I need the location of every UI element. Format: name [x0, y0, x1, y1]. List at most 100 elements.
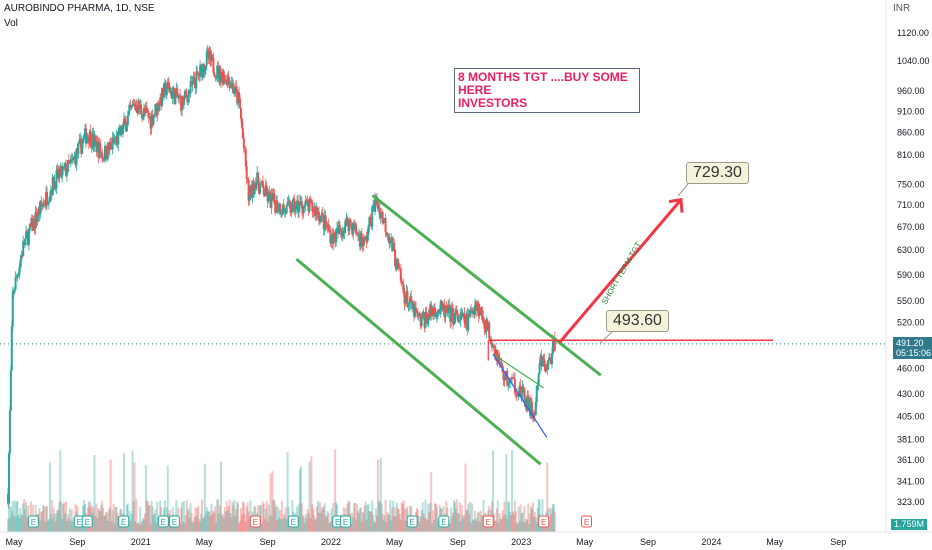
volume-bar [21, 515, 24, 532]
candle-body [81, 143, 84, 154]
volume-bar [395, 516, 398, 532]
candle-body [333, 233, 336, 235]
candle-body [262, 187, 265, 196]
volume-bar [306, 509, 309, 532]
candle-body [171, 92, 174, 99]
x-tick-label: Sep [260, 537, 276, 547]
volume-bar [454, 508, 457, 532]
volume-bar [387, 514, 390, 532]
candle-body [126, 115, 129, 126]
volume-bar [193, 517, 196, 532]
volume-bar [128, 510, 131, 532]
volume-bar [525, 518, 528, 532]
arrow-label: SHORT TERM TGT [600, 240, 643, 306]
y-tick-label: 341.00 [897, 477, 925, 487]
candle-body [184, 91, 187, 95]
volume-bar [187, 508, 190, 532]
volume-bar [181, 521, 184, 532]
candle-body [83, 135, 86, 139]
volume-bar [241, 501, 244, 532]
candle-body [410, 296, 413, 301]
volume-bar [272, 499, 275, 532]
earnings-marker[interactable] [538, 515, 550, 528]
volume-bar [451, 516, 454, 532]
earnings-marker[interactable] [581, 515, 593, 528]
volume-bar [317, 500, 320, 532]
earnings-marker[interactable] [438, 515, 450, 528]
earnings-marker-label: E [441, 518, 446, 527]
earnings-marker[interactable] [157, 515, 169, 528]
earnings-marker[interactable] [168, 515, 180, 528]
volume-bar [501, 510, 504, 532]
volume-bar [208, 511, 211, 532]
candle-body [375, 196, 378, 206]
volume-bar [474, 518, 477, 532]
candle-body [506, 370, 509, 386]
volume-bar [143, 513, 146, 532]
candle-body [93, 136, 96, 147]
volume-bar [418, 521, 421, 532]
earnings-marker-label: E [77, 518, 82, 527]
volume-bar [434, 503, 437, 532]
earnings-marker[interactable] [118, 515, 130, 528]
volume-bar [330, 508, 333, 532]
volume-bar [473, 510, 476, 532]
volume-bar [52, 507, 55, 532]
volume-bar [229, 513, 232, 532]
earnings-marker[interactable] [249, 515, 261, 528]
callout-target-high[interactable]: 729.30 [686, 162, 749, 184]
candle-body [94, 136, 97, 141]
candle-body [332, 233, 335, 244]
candle-body [109, 142, 112, 145]
last-price-value: 491.20 [896, 338, 924, 348]
candle-body [232, 83, 235, 93]
candle-body [319, 215, 322, 222]
volume-bar [135, 499, 138, 532]
volume-bar [57, 509, 60, 532]
volume-bar [209, 515, 212, 532]
earnings-marker[interactable] [406, 515, 418, 528]
volume-bar [147, 505, 150, 532]
candle-body [483, 320, 486, 329]
volume-bar [469, 501, 472, 532]
candle-body [61, 168, 64, 177]
volume-bar [424, 499, 427, 532]
volume-bar [462, 517, 465, 532]
earnings-marker-label: E [161, 518, 166, 527]
volume-bar [448, 522, 451, 532]
volume-bar [228, 499, 231, 532]
volume-bar [114, 506, 117, 532]
target-note[interactable]: 8 MONTHS TGT ....BUY SOME HERE INVESTORS [454, 68, 640, 113]
earnings-marker[interactable] [27, 515, 39, 528]
volume-bar [275, 504, 278, 532]
candle-body [382, 220, 385, 224]
volume-bar [56, 509, 59, 532]
volume-bar [401, 503, 404, 532]
earnings-marker[interactable] [81, 515, 93, 528]
callout-target-low[interactable]: 493.60 [606, 310, 669, 332]
candle-body [199, 65, 202, 77]
candle-body [453, 322, 456, 325]
volume-bar [99, 511, 102, 532]
volume-bar [150, 501, 153, 532]
candle-body [108, 142, 111, 150]
earnings-marker[interactable] [287, 515, 299, 528]
volume-bar [421, 502, 424, 532]
volume-bar [432, 510, 435, 532]
volume-bar [472, 519, 475, 532]
earnings-marker[interactable] [482, 515, 494, 528]
volume-bar [520, 513, 523, 532]
volume-bar [299, 466, 302, 532]
y-tick-label: 460.00 [897, 364, 925, 374]
candle-body [44, 204, 47, 206]
volume-bar [219, 505, 222, 532]
candle-body [327, 225, 330, 231]
volume-bar [212, 510, 215, 532]
earnings-marker[interactable] [340, 515, 352, 528]
candle-body [89, 131, 92, 147]
volume-bar [227, 505, 230, 532]
volume-bar [204, 513, 207, 532]
volume-bar [356, 511, 359, 532]
volume-bar [180, 508, 183, 532]
